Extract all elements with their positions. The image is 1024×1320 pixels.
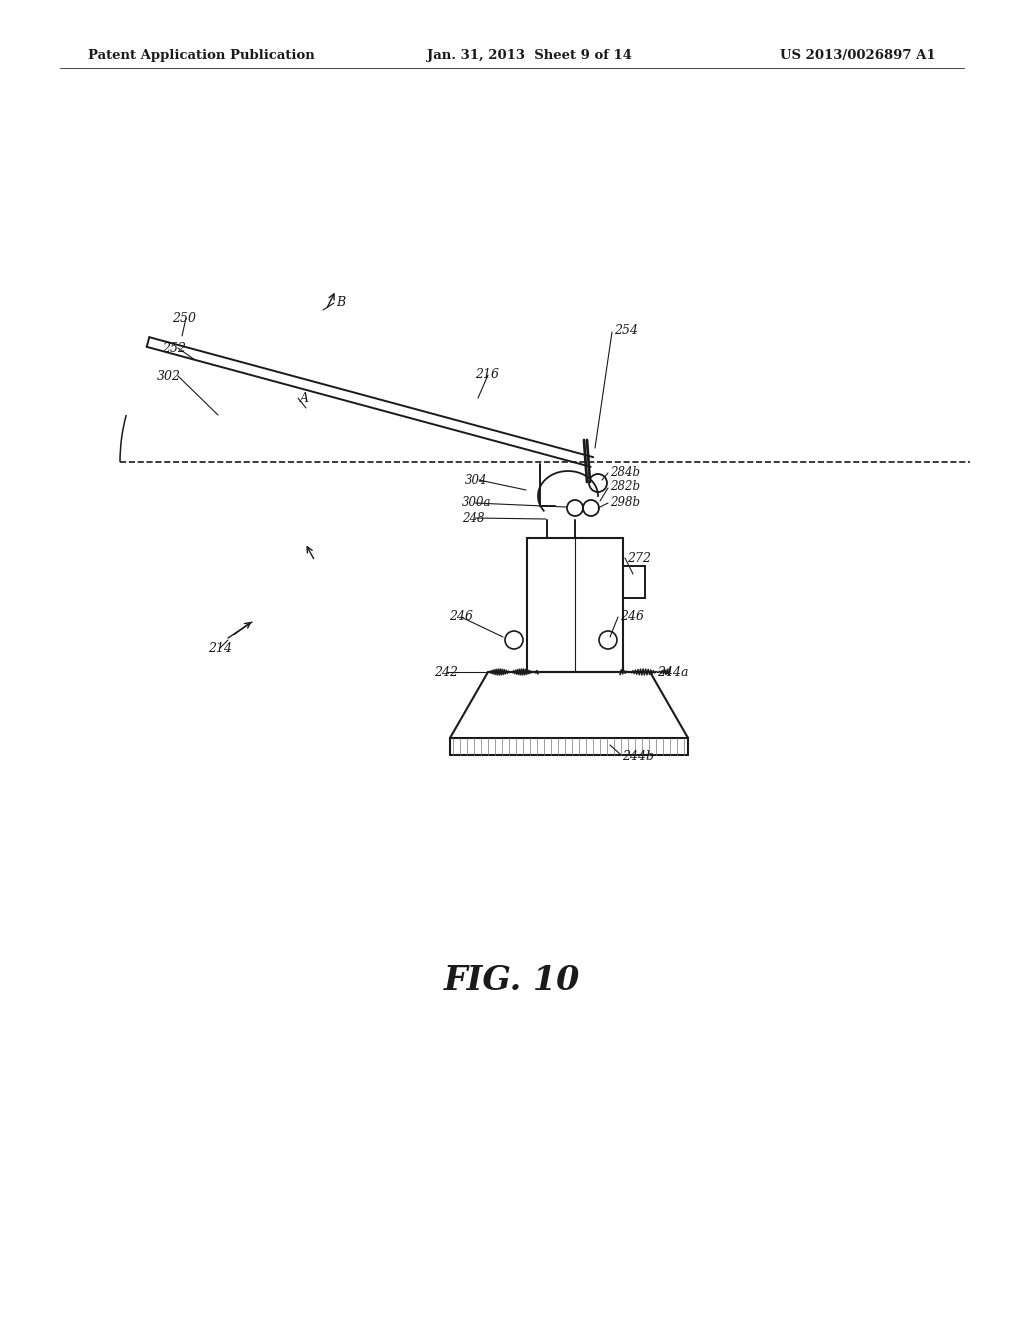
Text: Jan. 31, 2013  Sheet 9 of 14: Jan. 31, 2013 Sheet 9 of 14 <box>427 49 632 62</box>
Text: 244a: 244a <box>657 665 688 678</box>
Text: 246: 246 <box>620 610 644 623</box>
Text: 254: 254 <box>614 323 638 337</box>
Text: 214: 214 <box>208 642 232 655</box>
Text: 248: 248 <box>462 511 484 524</box>
Text: 244b: 244b <box>622 750 654 763</box>
Text: A: A <box>300 392 309 404</box>
Text: 250: 250 <box>172 312 196 325</box>
Text: 282b: 282b <box>610 480 640 494</box>
Text: B: B <box>336 297 345 309</box>
Text: 304: 304 <box>465 474 487 487</box>
Text: 246: 246 <box>449 610 473 623</box>
Text: Patent Application Publication: Patent Application Publication <box>88 49 314 62</box>
Text: 284b: 284b <box>610 466 640 479</box>
Text: US 2013/0026897 A1: US 2013/0026897 A1 <box>780 49 936 62</box>
Text: 302: 302 <box>157 370 181 383</box>
Text: 298b: 298b <box>610 495 640 508</box>
Text: 252: 252 <box>162 342 186 355</box>
Text: 216: 216 <box>475 368 499 381</box>
Text: 300a: 300a <box>462 495 492 508</box>
Text: 242: 242 <box>434 665 458 678</box>
Text: FIG. 10: FIG. 10 <box>443 964 581 997</box>
Text: 272: 272 <box>627 552 651 565</box>
